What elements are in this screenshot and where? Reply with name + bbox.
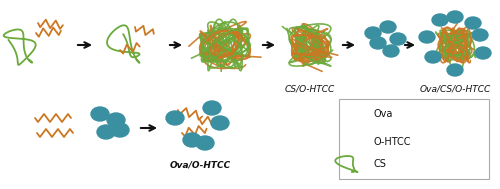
Ellipse shape <box>97 125 115 139</box>
Ellipse shape <box>432 14 448 26</box>
Ellipse shape <box>383 45 399 57</box>
Text: O-HTCC: O-HTCC <box>374 137 412 147</box>
Text: Ova/CS/O-HTCC: Ova/CS/O-HTCC <box>420 85 490 94</box>
Ellipse shape <box>365 27 381 39</box>
Ellipse shape <box>211 116 229 130</box>
Text: CS: CS <box>374 159 387 169</box>
Ellipse shape <box>465 17 481 29</box>
Ellipse shape <box>166 111 184 125</box>
Ellipse shape <box>107 113 125 127</box>
Ellipse shape <box>447 64 463 76</box>
Ellipse shape <box>380 21 396 33</box>
Text: Ova: Ova <box>374 109 394 119</box>
Text: CS/O-HTCC: CS/O-HTCC <box>285 85 335 94</box>
Ellipse shape <box>196 136 214 150</box>
Ellipse shape <box>419 31 435 43</box>
Ellipse shape <box>425 51 441 63</box>
Ellipse shape <box>390 33 406 45</box>
Ellipse shape <box>472 29 488 41</box>
Ellipse shape <box>370 37 386 49</box>
Ellipse shape <box>203 101 221 115</box>
Ellipse shape <box>475 47 491 59</box>
Ellipse shape <box>91 107 109 121</box>
Ellipse shape <box>183 133 201 147</box>
FancyBboxPatch shape <box>339 99 489 179</box>
Ellipse shape <box>111 123 129 137</box>
Text: Ova/O-HTCC: Ova/O-HTCC <box>170 160 230 169</box>
Ellipse shape <box>447 11 463 23</box>
Ellipse shape <box>349 107 367 121</box>
